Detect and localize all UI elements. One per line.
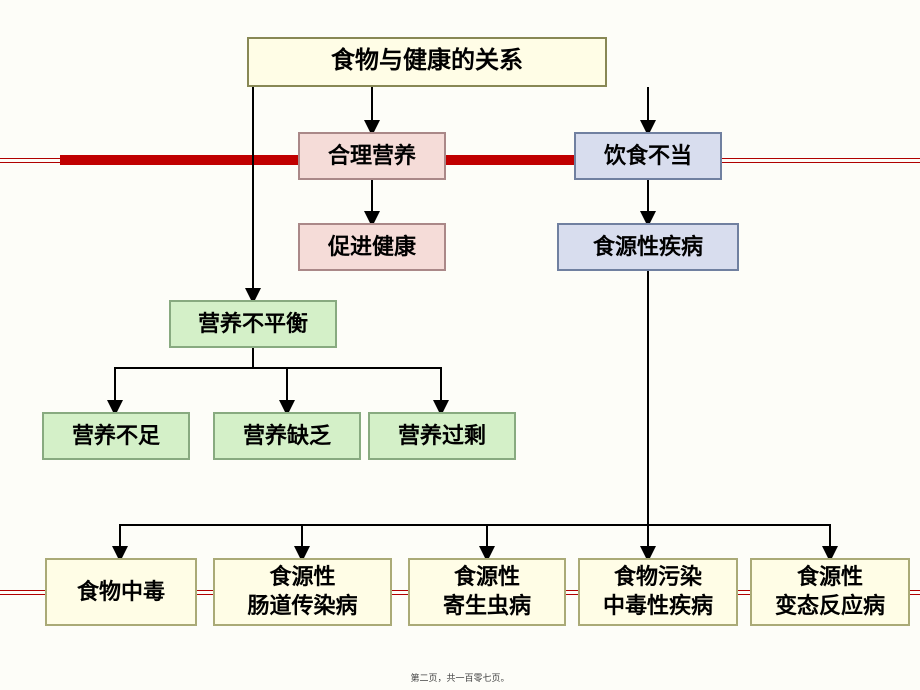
node-title: 食物与健康的关系 [247, 37, 607, 87]
node-d3: 食源性 寄生虫病 [408, 558, 566, 626]
node-right1: 饮食不当 [574, 132, 722, 180]
node-imbalance: 营养不平衡 [169, 300, 337, 348]
arrow-7 [253, 348, 441, 412]
node-im3: 营养过剩 [368, 412, 516, 460]
node-d5: 食源性 变态反应病 [750, 558, 910, 626]
arrow-12 [648, 271, 830, 558]
arrow-5 [115, 348, 253, 412]
node-d4: 食物污染 中毒性疾病 [578, 558, 738, 626]
node-left1: 合理营养 [298, 132, 446, 180]
node-d1: 食物中毒 [45, 558, 197, 626]
node-im2: 营养缺乏 [213, 412, 361, 460]
arrow-6 [253, 348, 287, 412]
node-d2: 食源性 肠道传染病 [213, 558, 392, 626]
node-im1: 营养不足 [42, 412, 190, 460]
node-left2: 促进健康 [298, 223, 446, 271]
footer-text: 第二页，共一百零七页。 [0, 671, 920, 684]
node-right2: 食源性疾病 [557, 223, 739, 271]
